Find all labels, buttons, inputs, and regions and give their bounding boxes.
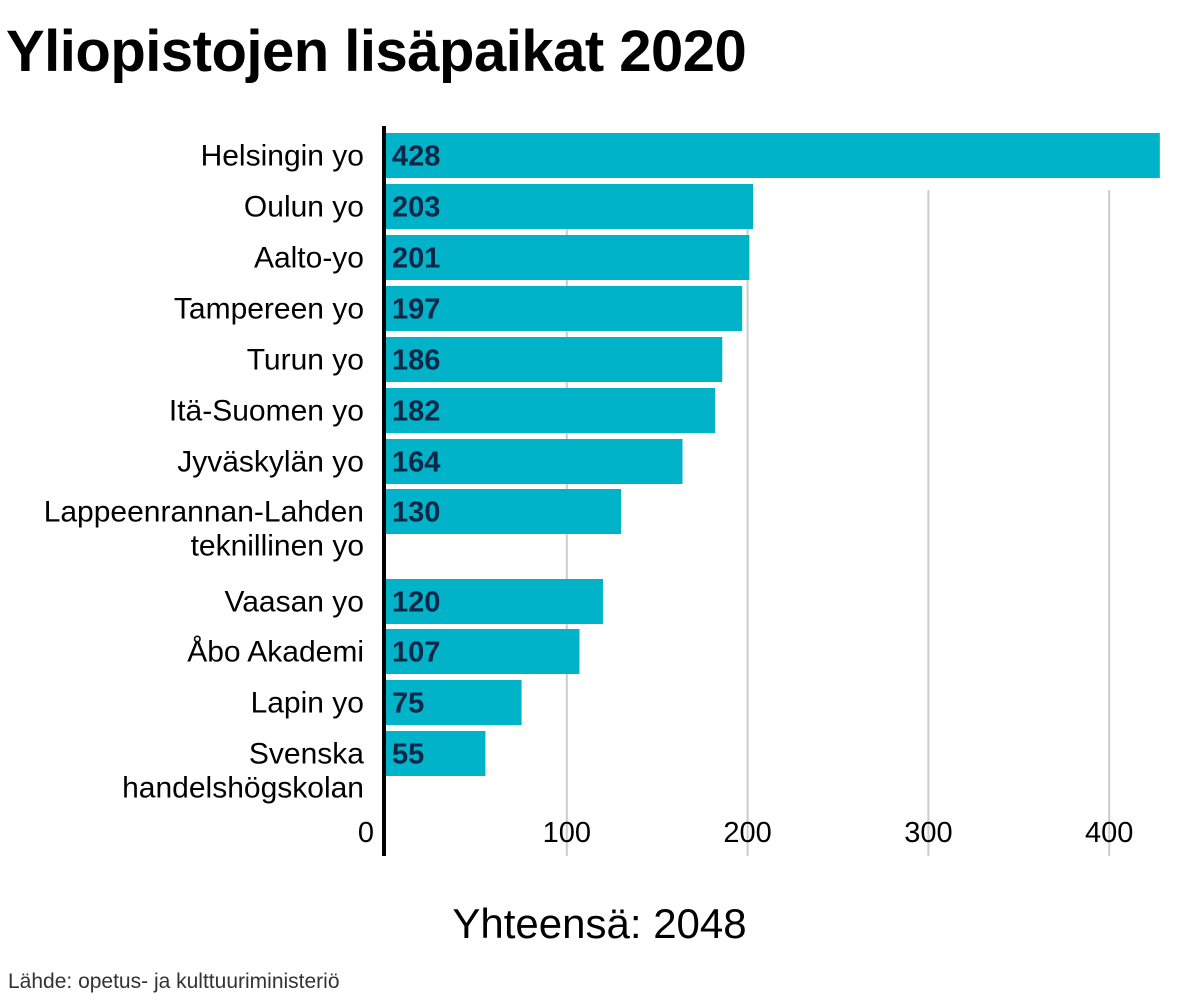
category-label: Helsingin yo [201, 140, 364, 173]
value-label: 164 [392, 447, 440, 479]
bar [386, 489, 622, 534]
category-label: handelshögskolan [122, 772, 364, 805]
value-label: 55 [392, 739, 424, 771]
value-label: 201 [392, 243, 440, 275]
category-label: Lapin yo [251, 687, 364, 720]
bar [386, 439, 683, 484]
total-label: Yhteensä: 2048 [452, 900, 747, 947]
value-label: 107 [392, 637, 440, 669]
x-tick-label: 0 [358, 817, 374, 849]
category-label: Vaasan yo [224, 586, 364, 619]
x-tick-label: 200 [723, 817, 771, 849]
value-labels: 428 203 201 197 186 182 164 130 120 107 75 55 [392, 141, 440, 771]
category-label: Tampereen yo [174, 293, 364, 326]
value-label: 186 [392, 345, 440, 377]
category-label: Turun yo [247, 344, 364, 377]
category-label: Åbo Akademi [187, 636, 364, 669]
value-label: 75 [392, 688, 424, 720]
bar [386, 680, 522, 725]
value-label: 130 [392, 497, 440, 529]
category-labels: Helsingin yo Oulun yo Aalto-yo Tampereen yo… [44, 140, 365, 805]
category-label: Itä-Suomen yo [169, 395, 364, 428]
bars [386, 133, 1160, 776]
bar [386, 388, 716, 433]
category-label: Aalto-yo [254, 242, 364, 275]
bar [386, 184, 754, 229]
x-tick-label: 300 [904, 817, 952, 849]
value-label: 428 [392, 141, 440, 173]
category-label: Lappeenrannan-Lahden [44, 496, 364, 529]
chart-title: Yliopistojen lisäpaikat 2020 [6, 19, 747, 84]
x-tick-label: 400 [1085, 817, 1133, 849]
bar [386, 629, 580, 674]
source-note: Lähde: opetus- ja kulttuuriministeriö [8, 970, 340, 993]
bar [386, 337, 723, 382]
value-label: 120 [392, 587, 440, 619]
category-label: Jyväskylän yo [177, 446, 364, 479]
category-label: teknillinen yo [191, 530, 364, 563]
value-label: 197 [392, 294, 440, 326]
value-label: 203 [392, 192, 440, 224]
bar [386, 133, 1160, 178]
value-label: 182 [392, 396, 440, 428]
category-label: Oulun yo [244, 191, 364, 224]
bar [386, 286, 743, 331]
bar [386, 579, 603, 624]
category-label: Svenska [249, 738, 364, 771]
bar [386, 731, 486, 776]
x-tick-label: 100 [543, 817, 591, 849]
x-tick-labels: 0 100 200 300 400 [358, 817, 1134, 849]
bar [386, 235, 750, 280]
